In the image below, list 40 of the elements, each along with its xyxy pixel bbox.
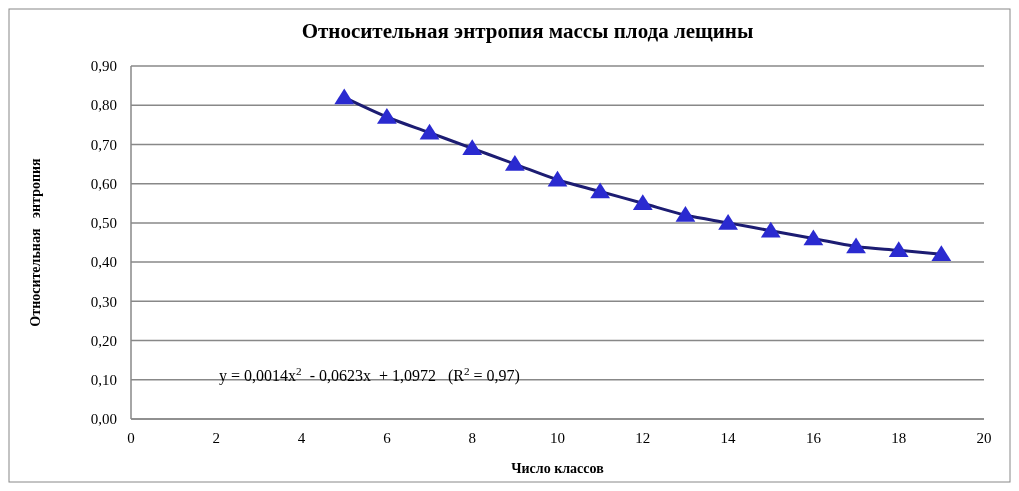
- x-tick-label: 0: [127, 430, 135, 446]
- y-tick-label: 0,00: [90, 411, 117, 428]
- point: [419, 123, 440, 140]
- point: [888, 241, 909, 258]
- y-tick-label: 0,70: [90, 136, 117, 153]
- chart-title: Относительная энтропия массы плода лещины: [301, 19, 754, 43]
- point: [675, 206, 696, 222]
- x-tick-label: 16: [805, 430, 822, 446]
- point: [760, 221, 781, 238]
- point: [590, 182, 611, 199]
- y-tick-label: 0,30: [90, 293, 117, 310]
- x-tick-label: 14: [720, 430, 737, 446]
- x-tick-label: 10: [550, 430, 565, 446]
- x-tick-label: 20: [976, 430, 992, 446]
- point: [377, 107, 397, 124]
- x-tick-label: 2: [212, 430, 221, 446]
- x-tick-label: 18: [891, 430, 907, 446]
- x-tick-label: 12: [635, 430, 651, 446]
- point: [462, 139, 483, 156]
- annotation: y = 0,0014x$^{2}$ - 0,0623x + 1,0972 (R$^{2}$ = 0,97): [219, 365, 520, 385]
- y-axis-title: Относительная энтропия: [28, 157, 43, 327]
- y-tick-label: 0,20: [90, 332, 117, 349]
- y-tick-label: 0,80: [90, 97, 117, 114]
- x-tick-label: 8: [468, 430, 476, 446]
- point: [931, 245, 952, 262]
- point: [632, 194, 653, 211]
- y-tick-label: 0,50: [90, 215, 117, 232]
- point: [803, 229, 824, 246]
- point: [718, 213, 738, 230]
- point: [846, 237, 866, 254]
- x-axis-title: Число классов: [511, 461, 605, 476]
- y-tick-label: 0,60: [90, 175, 117, 192]
- x-tick-label: 6: [383, 430, 392, 446]
- y-tick-label: 0,10: [90, 372, 117, 389]
- point: [334, 88, 355, 105]
- point: [547, 170, 568, 187]
- y-tick-label: 0,40: [90, 254, 117, 271]
- point: [504, 155, 525, 171]
- y-tick-label: 0,90: [90, 58, 117, 75]
- x-tick-label: 4: [297, 430, 306, 446]
